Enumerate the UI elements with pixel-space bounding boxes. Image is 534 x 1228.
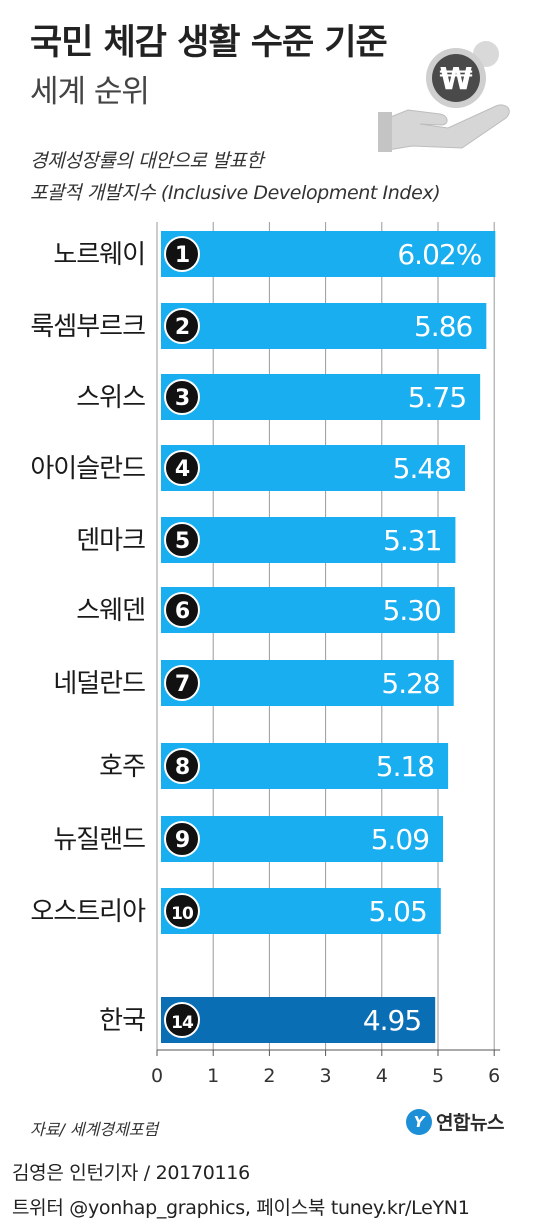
rank-badge: [164, 592, 200, 628]
category-label: 아이슬란드: [30, 454, 145, 484]
yonhap-logo-icon: Y: [406, 1108, 432, 1135]
bar: [161, 660, 454, 706]
rank-number: 7: [175, 672, 189, 697]
category-label: 뉴질랜드: [53, 825, 145, 855]
value-label: 5.48: [393, 452, 451, 485]
chart-subtitle: 세계 순위: [30, 74, 150, 110]
x-tick-label: 3: [320, 1065, 332, 1087]
credit-line-2: 트위터 @yonhap_graphics, 페이스북 tuney.kr/LeYN…: [12, 1197, 470, 1219]
bar: [161, 816, 444, 862]
value-label: 5.86: [414, 310, 473, 343]
won-symbol: ₩: [439, 62, 472, 97]
bar: [161, 888, 441, 934]
value-label: 5.31: [383, 524, 441, 557]
category-label: 네덜란드: [53, 669, 145, 699]
category-label: 룩셈부르크: [30, 312, 145, 342]
description-line-1: 경제성장률의 대안으로 발표한: [30, 150, 264, 172]
x-tick-label: 2: [263, 1065, 275, 1087]
x-tick-label: 6: [488, 1065, 500, 1087]
rank-number: 9: [175, 828, 189, 853]
rank-badge: [164, 748, 200, 784]
category-label: 오스트리아: [30, 897, 146, 927]
category-label: 덴마크: [76, 526, 145, 556]
rank-badge: [164, 450, 200, 486]
bar: [161, 303, 487, 349]
x-tick-label: 4: [376, 1065, 388, 1087]
x-tick-label: 0: [151, 1065, 163, 1087]
value-label: 5.18: [376, 750, 434, 783]
value-label: 4.95: [363, 1004, 421, 1037]
rank-badge: [164, 236, 200, 272]
yonhap-logo: Y 연합뉴스: [406, 1108, 504, 1135]
category-label: 호주: [99, 752, 145, 782]
rank-badge: [164, 308, 200, 344]
bar-chart: 노르웨이 1 6.02% 룩셈부르크 2 5.86 스위스 3 5.75 아이슬란드 4 5.48 덴마…: [30, 222, 500, 1087]
source-note: 자료/ 세계경제포럼: [30, 1120, 159, 1139]
value-label: 5.09: [371, 823, 429, 856]
x-tick-label: 1: [207, 1065, 219, 1087]
rank-number: 3: [175, 386, 189, 411]
description-line-2: 포괄적 개발지수 (Inclusive Development Index): [30, 182, 441, 204]
rank-number: 4: [175, 457, 190, 482]
rank-number: 14: [171, 1013, 194, 1033]
category-label: 노르웨이: [53, 240, 145, 270]
rank-badge: [164, 665, 200, 701]
value-label: 6.02%: [397, 238, 481, 271]
rank-number: 10: [171, 904, 194, 924]
rank-badge: [164, 821, 200, 857]
bar: [161, 587, 455, 633]
value-label: 5.75: [408, 381, 466, 414]
bar: [161, 445, 465, 491]
rank-badge: [164, 1002, 200, 1038]
category-label: 스웨덴: [76, 596, 145, 626]
bar: [161, 743, 449, 789]
rank-badge: [164, 893, 200, 929]
rank-number: 5: [175, 529, 189, 554]
bar: [161, 231, 496, 277]
yonhap-logo-text: 연합뉴스: [436, 1112, 504, 1134]
rank-number: 1: [175, 243, 189, 268]
rank-number: 6: [175, 599, 190, 624]
chart-title: 국민 체감 생활 수준 기준: [30, 23, 388, 63]
hand-coin-icon: ₩: [378, 41, 510, 152]
value-label: 5.28: [381, 667, 439, 700]
category-label: 스위스: [76, 383, 145, 413]
x-tick-label: 5: [432, 1065, 444, 1087]
value-label: 5.05: [368, 895, 426, 928]
rank-badge: [164, 379, 200, 415]
rank-number: 8: [175, 755, 189, 780]
bar: [161, 374, 481, 420]
category-label: 한국: [99, 1006, 145, 1036]
value-label: 5.30: [383, 594, 441, 627]
rank-number: 2: [175, 315, 189, 340]
bar: [161, 517, 456, 563]
credit-line-1: 김영은 인턴기자 / 20170116: [12, 1162, 250, 1184]
rank-badge: [164, 522, 200, 558]
bar: [161, 997, 436, 1043]
